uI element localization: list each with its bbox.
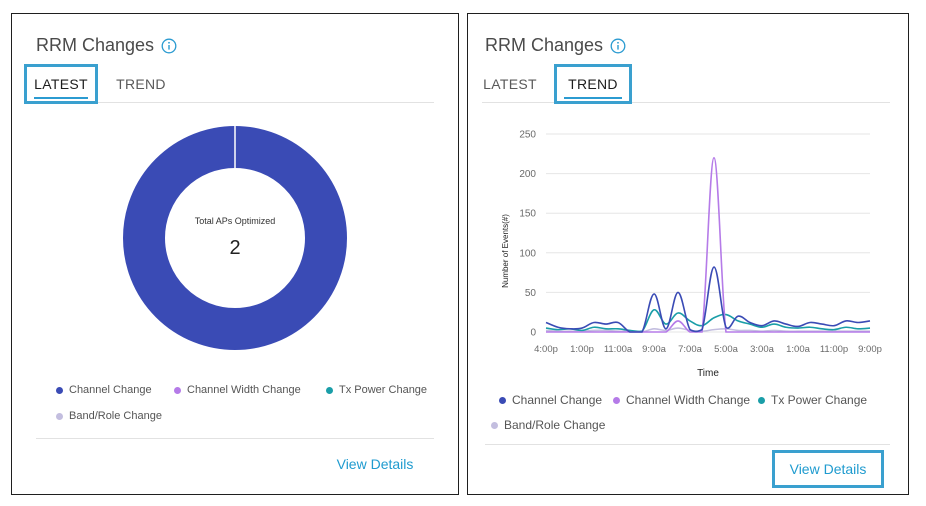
tab-latest[interactable]: LATEST: [483, 76, 537, 92]
info-circle-icon[interactable]: [610, 38, 626, 54]
legend-label: Channel Width Change: [187, 384, 301, 396]
x-tick-label: 9:00a: [642, 344, 666, 355]
legend-dot: [613, 396, 620, 404]
legend-label: Tx Power Change: [771, 393, 868, 407]
y-tick-label: 250: [519, 130, 536, 141]
legend-item-band-role-change[interactable]: Band/Role Change: [491, 418, 605, 432]
rrm-changes-trend-panel: RRM Changes LATEST TREND 0 50 100 150 200 250…: [467, 13, 909, 495]
view-details-link[interactable]: View Details: [336, 456, 414, 472]
legend-dot: [326, 386, 333, 394]
view-details-button[interactable]: View Details: [772, 450, 884, 488]
y-tick-label: 150: [519, 209, 536, 220]
x-tick-label: 4:00p: [534, 344, 558, 355]
x-tick-label: 7:00a: [678, 344, 702, 355]
panel-title-text: RRM Changes: [485, 35, 604, 55]
y-tick-label: 200: [519, 169, 536, 180]
y-tick-label: 0: [530, 328, 536, 339]
x-tick-label: 9:00p: [858, 344, 882, 355]
x-tick-label: 11:00a: [604, 344, 633, 355]
panel-title: RRM Changes: [36, 35, 177, 56]
y-axis-label: Number of Events(#): [501, 214, 510, 288]
y-tick-label: 50: [525, 288, 537, 299]
series-line-channel-width-change[interactable]: [545, 156, 870, 333]
legend-label: Tx Power Change: [339, 384, 428, 396]
legend-dot: [56, 386, 63, 394]
donut-center-label: Total APs Optimized: [195, 216, 276, 226]
tab-trend[interactable]: TREND: [116, 76, 166, 92]
x-tick-label: 1:00p: [570, 344, 594, 355]
legend: Channel Change Channel Width Change Tx P…: [56, 384, 456, 434]
x-tick-label: 5:00a: [714, 344, 738, 355]
legend-label: Band/Role Change: [69, 410, 162, 422]
legend-label: Band/Role Change: [504, 418, 606, 432]
legend-item-channel-change[interactable]: Channel Change: [56, 384, 152, 396]
legend-item-channel-width-change[interactable]: Channel Width Change: [174, 384, 301, 396]
legend-label: Channel Width Change: [626, 393, 751, 407]
legend-dot: [491, 421, 498, 429]
legend-dot: [499, 396, 506, 404]
divider: [485, 444, 890, 445]
tab-bar: LATEST TREND: [482, 64, 890, 104]
tab-bar: LATEST TREND: [24, 64, 434, 104]
legend-item-band-role-change[interactable]: Band/Role Change: [56, 410, 162, 422]
series-line-tx-power-change[interactable]: [545, 309, 871, 333]
legend-dot: [758, 396, 765, 404]
legend-dot: [174, 386, 181, 394]
legend-dot: [56, 412, 63, 420]
x-tick-label: 11:00p: [820, 344, 848, 355]
legend-item-tx-power-change[interactable]: Tx Power Change: [326, 384, 427, 396]
legend: Channel Change Channel Width Change Tx P…: [491, 393, 899, 443]
legend-label: Channel Change: [512, 393, 603, 407]
y-tick-label: 100: [519, 248, 536, 259]
x-tick-label: 1:00a: [786, 344, 810, 355]
rrm-changes-latest-panel: RRM Changes LATEST TREND Total APs Optim…: [11, 13, 459, 495]
line-chart: 0 50 100 150 200 250 4:00p 1:00p 11:00a 9:00a 7:0…: [501, 130, 882, 380]
x-tick-label: 3:00a: [750, 344, 774, 355]
donut-center-value: 2: [229, 237, 240, 259]
tab-latest[interactable]: LATEST: [24, 64, 98, 104]
tab-trend[interactable]: TREND: [554, 64, 632, 104]
legend-item-channel-width-change[interactable]: Channel Width Change: [613, 393, 750, 407]
panel-title-text: RRM Changes: [36, 35, 155, 55]
legend-item-channel-change[interactable]: Channel Change: [499, 393, 602, 407]
panel-title: RRM Changes: [485, 35, 626, 56]
series-line-channel-change[interactable]: [545, 266, 871, 333]
legend-label: Channel Change: [69, 384, 152, 396]
info-circle-icon[interactable]: [161, 38, 177, 54]
divider: [36, 438, 434, 439]
x-axis-label: Time: [697, 368, 719, 379]
legend-item-tx-power-change[interactable]: Tx Power Change: [758, 393, 867, 407]
donut-chart: Total APs Optimized 2: [123, 126, 347, 350]
